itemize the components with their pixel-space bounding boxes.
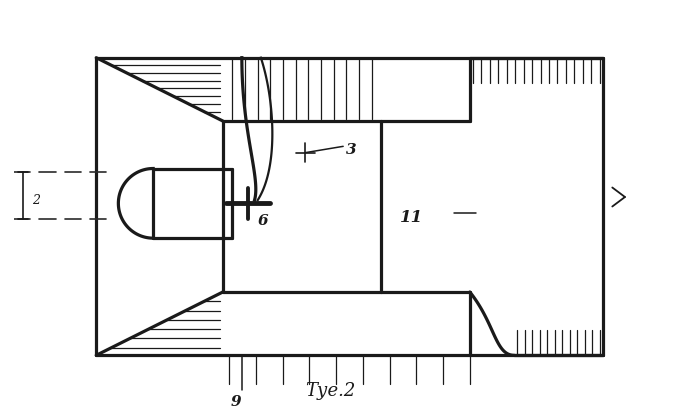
Text: 2: 2 [31,194,40,207]
Text: 11: 11 [400,209,424,226]
Text: 3: 3 [346,142,357,157]
Text: 9: 9 [230,395,241,409]
Text: Τуе.2: Τуе.2 [305,382,356,401]
Text: 6: 6 [258,214,268,228]
